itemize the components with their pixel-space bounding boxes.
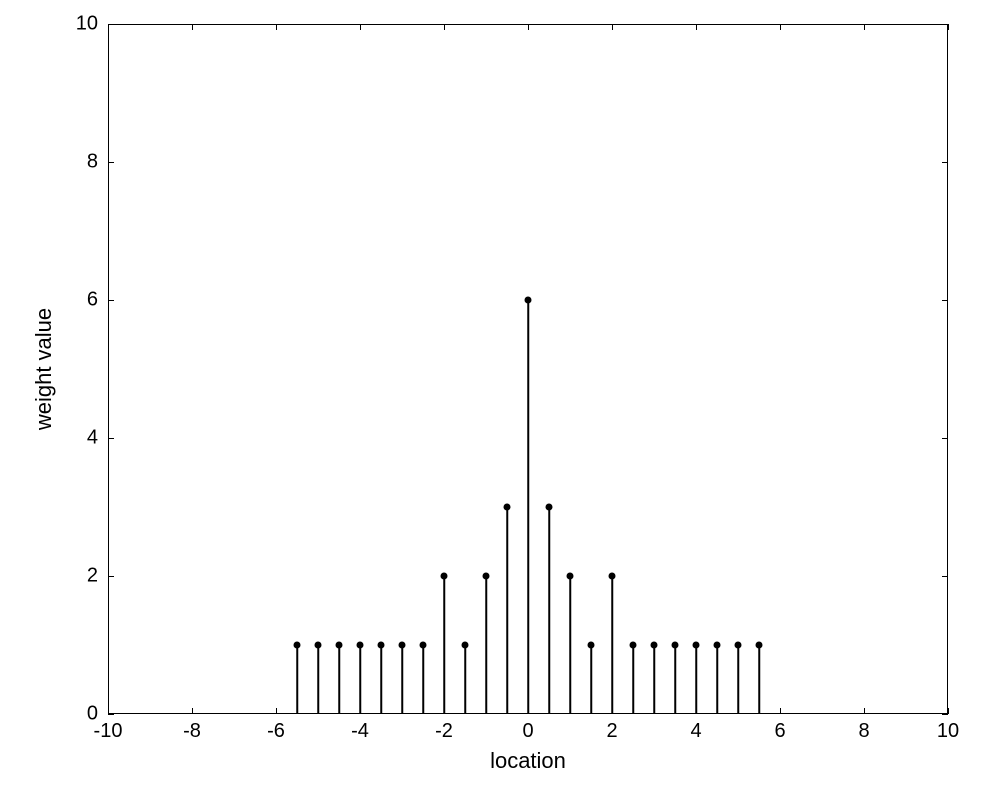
y-tick bbox=[942, 162, 948, 163]
x-tick bbox=[948, 24, 949, 30]
stem-line bbox=[359, 645, 361, 714]
x-tick bbox=[612, 24, 613, 30]
y-tick bbox=[942, 714, 948, 715]
stem-marker bbox=[630, 642, 637, 649]
x-tick-label: -2 bbox=[435, 720, 453, 743]
stem-marker bbox=[588, 642, 595, 649]
y-axis-label: weight value bbox=[31, 308, 57, 430]
stem-line bbox=[590, 645, 592, 714]
x-tick bbox=[276, 708, 277, 714]
figure: location weight value -10-8-6-4-20246810… bbox=[0, 0, 1000, 808]
stem-line bbox=[569, 576, 571, 714]
stem-line bbox=[737, 645, 739, 714]
stem-marker bbox=[546, 504, 553, 511]
stem-line bbox=[758, 645, 760, 714]
stem-marker bbox=[357, 642, 364, 649]
stem-marker bbox=[672, 642, 679, 649]
x-tick-label: -8 bbox=[183, 720, 201, 743]
y-tick bbox=[108, 438, 114, 439]
stem-line bbox=[422, 645, 424, 714]
x-tick-label: 10 bbox=[937, 720, 959, 743]
stem-line bbox=[548, 507, 550, 714]
stem-marker bbox=[315, 642, 322, 649]
x-tick bbox=[528, 24, 529, 30]
stem-marker bbox=[609, 573, 616, 580]
y-tick-label: 2 bbox=[87, 565, 98, 588]
stem-marker bbox=[294, 642, 301, 649]
stem-line bbox=[695, 645, 697, 714]
stem-line bbox=[443, 576, 445, 714]
x-tick-label: 2 bbox=[606, 720, 617, 743]
y-tick bbox=[942, 300, 948, 301]
stem-marker bbox=[441, 573, 448, 580]
y-tick bbox=[108, 24, 114, 25]
x-tick-label: 6 bbox=[774, 720, 785, 743]
x-tick bbox=[192, 708, 193, 714]
stem-marker bbox=[756, 642, 763, 649]
stem-line bbox=[380, 645, 382, 714]
stem-line bbox=[485, 576, 487, 714]
y-tick bbox=[942, 576, 948, 577]
stem-marker bbox=[420, 642, 427, 649]
y-tick bbox=[942, 438, 948, 439]
stem-line bbox=[338, 645, 340, 714]
stem-line bbox=[317, 645, 319, 714]
x-tick bbox=[360, 24, 361, 30]
x-tick bbox=[864, 24, 865, 30]
stem-line bbox=[401, 645, 403, 714]
y-tick bbox=[942, 24, 948, 25]
y-tick bbox=[108, 714, 114, 715]
x-tick bbox=[192, 24, 193, 30]
y-tick-label: 0 bbox=[87, 703, 98, 726]
x-tick bbox=[276, 24, 277, 30]
y-tick-label: 4 bbox=[87, 427, 98, 450]
stem-marker bbox=[735, 642, 742, 649]
stem-marker bbox=[483, 573, 490, 580]
stem-line bbox=[527, 300, 529, 714]
stem-line bbox=[674, 645, 676, 714]
x-axis-label: location bbox=[490, 748, 566, 774]
stem-marker bbox=[525, 297, 532, 304]
stem-line bbox=[632, 645, 634, 714]
stem-marker bbox=[378, 642, 385, 649]
x-tick-label: 8 bbox=[858, 720, 869, 743]
x-tick bbox=[780, 708, 781, 714]
stem-marker bbox=[399, 642, 406, 649]
stem-line bbox=[296, 645, 298, 714]
stem-marker bbox=[567, 573, 574, 580]
x-tick-label: 4 bbox=[690, 720, 701, 743]
stem-marker bbox=[336, 642, 343, 649]
x-tick-label: -4 bbox=[351, 720, 369, 743]
x-tick-label: 0 bbox=[522, 720, 533, 743]
stem-line bbox=[506, 507, 508, 714]
stem-marker bbox=[504, 504, 511, 511]
y-tick-label: 8 bbox=[87, 151, 98, 174]
stem-line bbox=[611, 576, 613, 714]
stem-line bbox=[653, 645, 655, 714]
x-tick bbox=[780, 24, 781, 30]
stem-marker bbox=[462, 642, 469, 649]
x-tick bbox=[948, 708, 949, 714]
y-tick-label: 6 bbox=[87, 289, 98, 312]
stem-marker bbox=[651, 642, 658, 649]
x-tick-label: -6 bbox=[267, 720, 285, 743]
x-tick bbox=[444, 24, 445, 30]
x-tick bbox=[864, 708, 865, 714]
stem-marker bbox=[693, 642, 700, 649]
y-tick bbox=[108, 162, 114, 163]
stem-marker bbox=[714, 642, 721, 649]
y-tick-label: 10 bbox=[76, 13, 98, 36]
y-tick bbox=[108, 576, 114, 577]
stem-line bbox=[716, 645, 718, 714]
y-tick bbox=[108, 300, 114, 301]
x-tick bbox=[696, 24, 697, 30]
stem-line bbox=[464, 645, 466, 714]
